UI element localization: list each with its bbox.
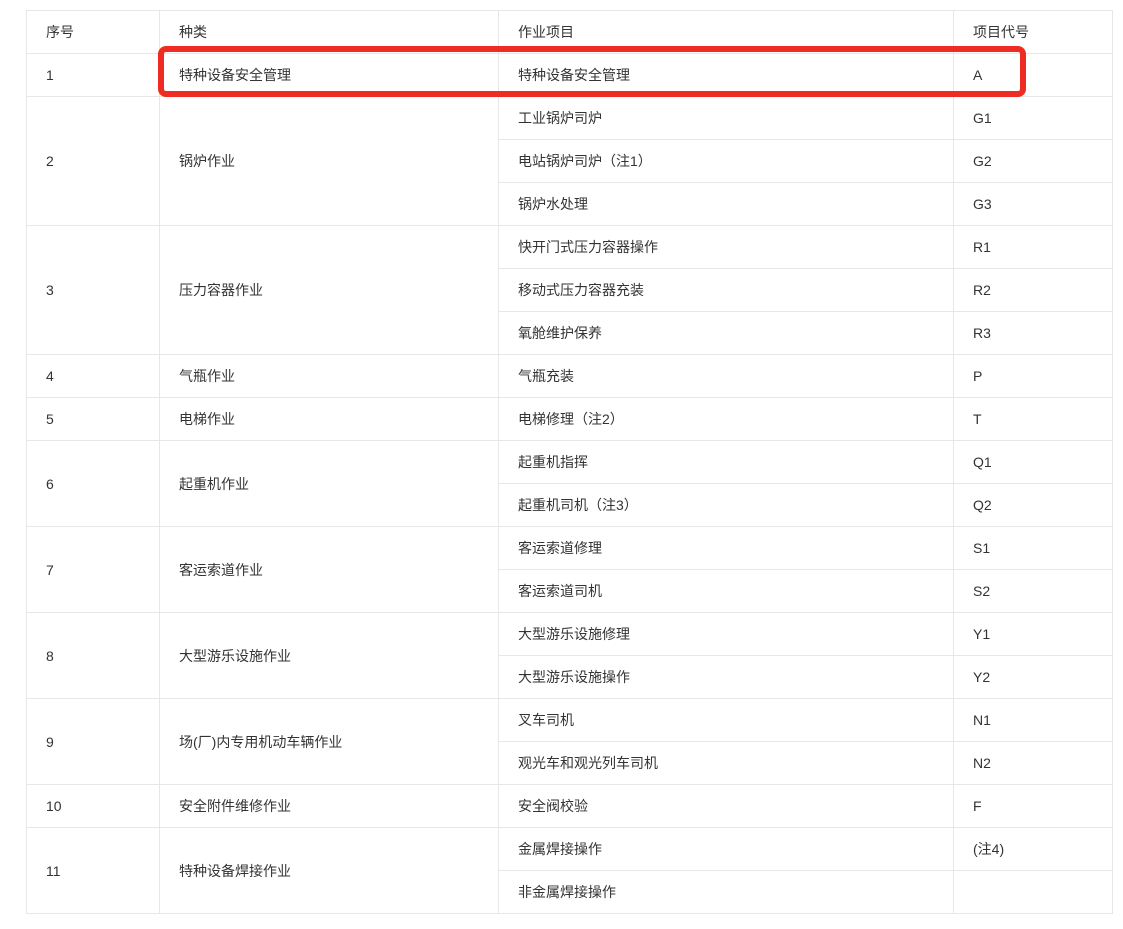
code-cell: S2: [953, 569, 1113, 613]
table-row: 9 场(厂)内专用机动车辆作业 叉车司机 N1: [26, 698, 1113, 785]
code-cell: [953, 870, 1113, 914]
category-cell: 锅炉作业: [159, 96, 499, 226]
project-cell: 观光车和观光列车司机: [498, 741, 954, 785]
code-cell: S1: [953, 526, 1113, 570]
project-cell: 特种设备安全管理: [498, 53, 954, 97]
project-cell: 移动式压力容器充装: [498, 268, 954, 312]
category-cell: 特种设备安全管理: [159, 53, 499, 97]
project-cell: 金属焊接操作: [498, 827, 954, 871]
code-cell: G2: [953, 139, 1113, 183]
table-row: 非金属焊接操作: [27, 870, 1113, 914]
code-cell: A: [953, 53, 1113, 97]
table-row: 10 安全附件维修作业 安全阀校验 F: [26, 784, 1113, 828]
category-cell: 特种设备焊接作业: [159, 827, 499, 914]
table-row: 移动式压力容器充装 R2: [27, 268, 1113, 312]
table-row: 大型游乐设施操作 Y2: [27, 655, 1113, 699]
table-row: 客运索道司机 S2: [27, 569, 1113, 613]
category-cell: 气瓶作业: [159, 354, 499, 398]
row-number-cell: 4: [26, 354, 160, 398]
table-row: 起重机司机（注3） Q2: [27, 483, 1113, 527]
row-number-cell: 5: [26, 397, 160, 441]
row-number-cell: 10: [26, 784, 160, 828]
code-cell: P: [953, 354, 1113, 398]
project-cell: 大型游乐设施修理: [498, 612, 954, 656]
table-row: 5 电梯作业 电梯修理（注2） T: [26, 397, 1113, 441]
column-header-project: 作业项目: [498, 10, 954, 54]
category-cell: 场(厂)内专用机动车辆作业: [159, 698, 499, 785]
project-cell: 起重机指挥: [498, 440, 954, 484]
code-cell: N2: [953, 741, 1113, 785]
code-cell: R2: [953, 268, 1113, 312]
project-cell: 电梯修理（注2）: [498, 397, 954, 441]
category-cell: 起重机作业: [159, 440, 499, 527]
code-cell: F: [953, 784, 1113, 828]
project-cell: 锅炉水处理: [498, 182, 954, 226]
project-cell: 安全阀校验: [498, 784, 954, 828]
table-row: 11 特种设备焊接作业 金属焊接操作 (注4): [26, 827, 1113, 914]
column-header-category: 种类: [159, 10, 499, 54]
project-cell: 起重机司机（注3）: [498, 483, 954, 527]
table-row: 7 客运索道作业 客运索道修理 S1: [26, 526, 1113, 613]
table-row: 观光车和观光列车司机 N2: [27, 741, 1113, 785]
project-cell: 客运索道修理: [498, 526, 954, 570]
code-cell: Q2: [953, 483, 1113, 527]
code-cell: Y2: [953, 655, 1113, 699]
row-number-cell: 1: [26, 53, 160, 97]
code-cell: N1: [953, 698, 1113, 742]
project-cell: 非金属焊接操作: [498, 870, 954, 914]
table-row: 1 特种设备安全管理 特种设备安全管理 A: [26, 53, 1113, 97]
category-cell: 压力容器作业: [159, 225, 499, 355]
project-cell: 大型游乐设施操作: [498, 655, 954, 699]
row-number-cell: 9: [26, 698, 160, 785]
project-cell: 氧舱维护保养: [498, 311, 954, 355]
column-header-code: 项目代号: [953, 10, 1113, 54]
table-row: 电站锅炉司炉（注1） G2: [27, 139, 1113, 183]
table-row: 2 锅炉作业 工业锅炉司炉 G1: [26, 96, 1113, 226]
column-header-index: 序号: [26, 10, 160, 54]
project-cell: 工业锅炉司炉: [498, 96, 954, 140]
certification-table: 序号 种类 作业项目 项目代号 1 特种设备安全管理 特种设备安全管理 A 2 锅炉作业工…: [26, 10, 1113, 914]
project-cell: 气瓶充装: [498, 354, 954, 398]
project-cell: 电站锅炉司炉（注1）: [498, 139, 954, 183]
code-cell: T: [953, 397, 1113, 441]
category-cell: 大型游乐设施作业: [159, 612, 499, 699]
code-cell: Q1: [953, 440, 1113, 484]
table-row: 3 压力容器作业 快开门式压力容器操作 R1: [26, 225, 1113, 355]
category-cell: 电梯作业: [159, 397, 499, 441]
row-number-cell: 2: [26, 96, 160, 226]
code-cell: (注4): [953, 827, 1113, 871]
code-cell: G1: [953, 96, 1113, 140]
project-cell: 快开门式压力容器操作: [498, 225, 954, 269]
table-row: 氧舱维护保养 R3: [27, 311, 1113, 355]
project-cell: 叉车司机: [498, 698, 954, 742]
table-row: 4 气瓶作业 气瓶充装 P: [26, 354, 1113, 398]
code-cell: Y1: [953, 612, 1113, 656]
table-row: 6 起重机作业 起重机指挥 Q1: [26, 440, 1113, 527]
project-cell: 客运索道司机: [498, 569, 954, 613]
row-number-cell: 3: [26, 225, 160, 355]
row-number-cell: 7: [26, 526, 160, 613]
row-number-cell: 8: [26, 612, 160, 699]
category-cell: 客运索道作业: [159, 526, 499, 613]
code-cell: G3: [953, 182, 1113, 226]
table-body: 1 特种设备安全管理 特种设备安全管理 A 2 锅炉作业 工业锅炉司炉 G1 电站锅炉司炉（注1…: [26, 53, 1113, 914]
code-cell: R1: [953, 225, 1113, 269]
category-cell: 安全附件维修作业: [159, 784, 499, 828]
code-cell: R3: [953, 311, 1113, 355]
table-row: 8 大型游乐设施作业 大型游乐设施修理 Y1: [26, 612, 1113, 699]
table-header-row: 序号 种类 作业项目 项目代号: [26, 10, 1113, 54]
row-number-cell: 11: [26, 827, 160, 914]
certification-table-container: 序号 种类 作业项目 项目代号 1 特种设备安全管理 特种设备安全管理 A 2 锅炉作业工…: [26, 10, 1113, 914]
row-number-cell: 6: [26, 440, 160, 527]
